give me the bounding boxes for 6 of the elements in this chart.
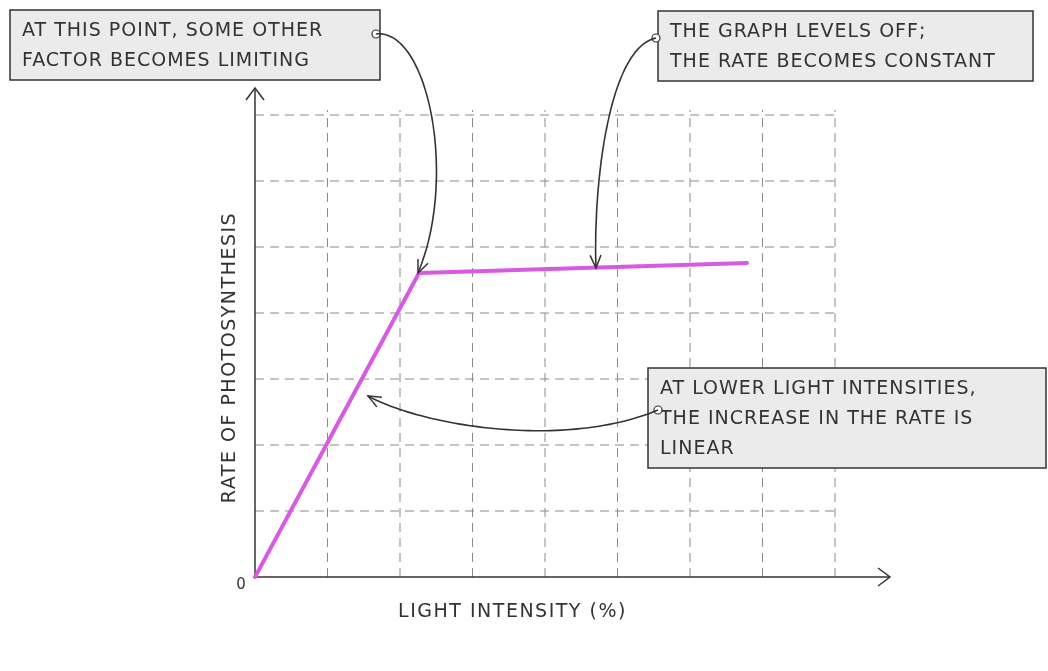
annotation: AT LOWER LIGHT INTENSITIES, THE INCREASE IN THE RATE IS LINEAR — [659, 376, 977, 458]
text: 0 — [236, 575, 246, 593]
x-axis-title: LIGHT INTENSITY (%) — [398, 599, 627, 621]
y-axis-title: RATE OF PHOTOSYNTHESIS — [217, 211, 239, 504]
text: AT THIS POINT, SOME OTHER FACTOR BECOMES LIMITING — [22, 18, 324, 70]
text: THE GRAPH LEVELS OFF; THE RATE BECOMES CONSTANT — [669, 19, 996, 71]
